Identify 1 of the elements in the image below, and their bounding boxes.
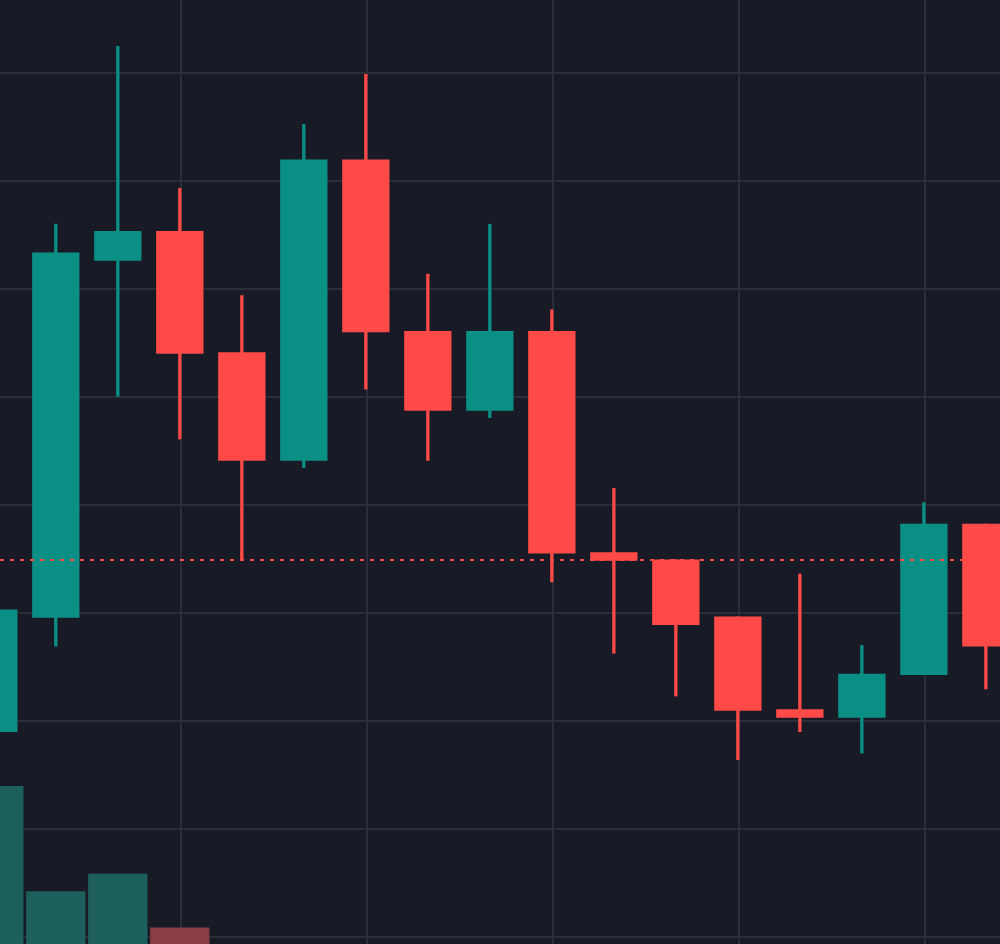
candlestick bbox=[776, 573, 824, 733]
